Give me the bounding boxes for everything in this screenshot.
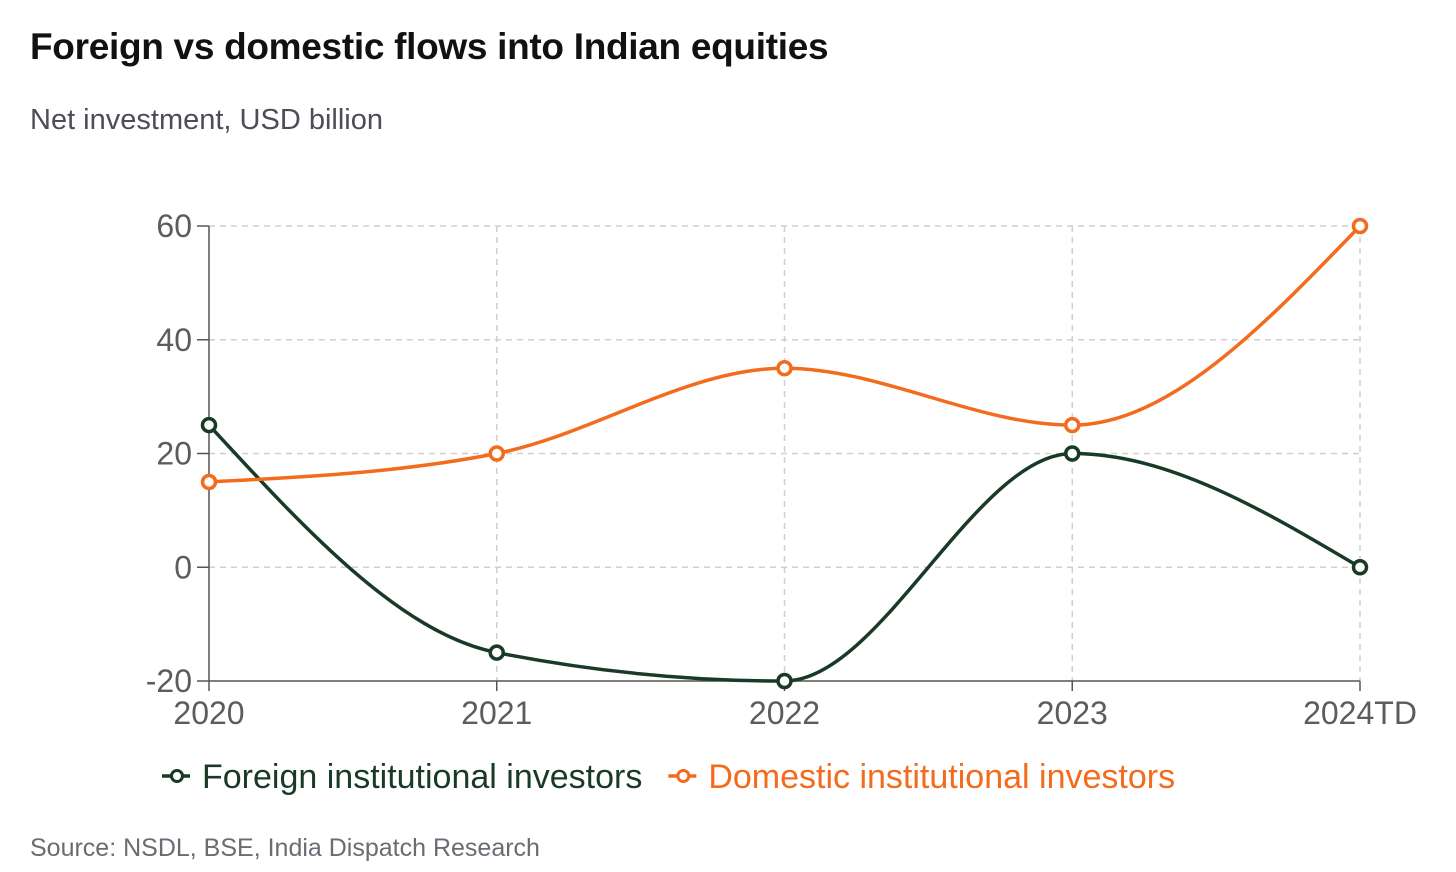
y-tick-label: 0 xyxy=(174,549,192,585)
y-tick-label: 20 xyxy=(156,436,192,472)
y-tick-label: -20 xyxy=(146,663,192,699)
y-axis: 60 40 20 0 -20 xyxy=(146,208,210,699)
y-tick-label: 60 xyxy=(156,208,192,244)
legend-swatch-marker xyxy=(170,769,184,783)
legend-item-foreign: Foreign institutional investors xyxy=(162,758,642,796)
chart-title: Foreign vs domestic flows into Indian eq… xyxy=(30,26,829,67)
x-tick-label: 2023 xyxy=(1037,695,1108,731)
data-point-foreign xyxy=(1351,559,1369,576)
legend-label: Foreign institutional investors xyxy=(202,758,642,796)
legend-swatch-marker xyxy=(676,769,691,783)
legend-label: Domestic institutional investors xyxy=(708,758,1175,796)
source-note: Source: NSDL, BSE, India Dispatch Resear… xyxy=(30,834,540,862)
legend-item-domestic: Domestic institutional investors xyxy=(668,758,1175,796)
x-tick-label: 2022 xyxy=(749,695,820,731)
data-point-foreign xyxy=(776,672,793,690)
legend: Foreign institutional investors Domestic … xyxy=(162,758,1175,796)
data-point-domestic xyxy=(488,445,505,462)
data-point-foreign xyxy=(1064,445,1081,462)
x-axis: 2020 2021 2022 2023 2024TD xyxy=(173,680,1417,731)
data-point-domestic xyxy=(200,473,218,491)
data-point-domestic xyxy=(1351,217,1369,235)
series-line-foreign xyxy=(207,423,1362,683)
x-tick-label: 2024TD xyxy=(1303,695,1417,731)
grid-lines xyxy=(209,225,1361,681)
data-point-foreign xyxy=(488,644,505,661)
chart-subtitle: Net investment, USD billion xyxy=(30,104,383,136)
data-point-domestic xyxy=(1064,416,1081,434)
x-tick-label: 2021 xyxy=(461,695,532,731)
y-tick-label: 40 xyxy=(156,322,192,358)
data-point-domestic xyxy=(776,359,793,377)
data-point-foreign xyxy=(200,416,218,434)
x-tick-label: 2020 xyxy=(173,695,244,731)
series-points xyxy=(200,217,1369,690)
line-chart: 60 40 20 0 -20 2020 2021 2022 2023 2024TD Foreig… xyxy=(146,208,1417,796)
